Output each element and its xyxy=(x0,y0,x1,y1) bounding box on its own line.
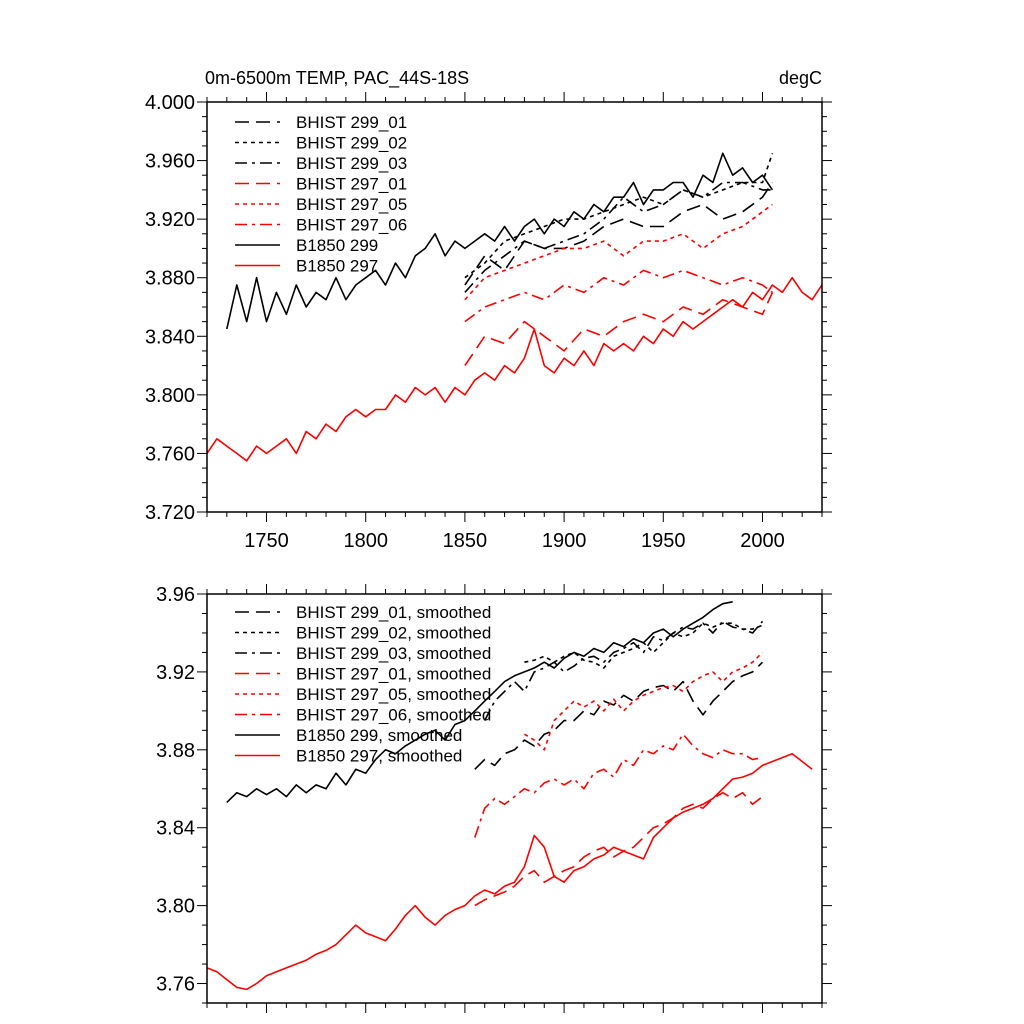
bottom-legend-label-0: BHIST 299_01, smoothed xyxy=(296,603,491,622)
bottom-legend-label-2: BHIST 299_03, smoothed xyxy=(296,644,491,663)
top-x-tick-label: 1850 xyxy=(443,530,488,552)
top-y-tick-label: 3.760 xyxy=(145,443,195,465)
bottom-y-tick-label: 3.88 xyxy=(156,740,195,762)
top-series-line-4 xyxy=(464,203,773,301)
top-series-line-0 xyxy=(464,182,774,286)
bottom-chart-legend: BHIST 299_01, smoothed BHIST 299_02, smoo… xyxy=(235,603,491,766)
top-legend-label-4: BHIST 297_05 xyxy=(296,195,407,214)
bottom-series-line-2 xyxy=(483,620,764,721)
bottom-series-line-5 xyxy=(474,733,763,838)
top-chart-title: 0m-6500m TEMP, PAC_44S-18S xyxy=(205,68,469,89)
bottom-y-tick-label: 3.84 xyxy=(156,818,195,840)
bottom-chart: 3.76 3.80 3.84 3.88 3.92 3.96 BHIST 299_01, s… xyxy=(156,584,832,1013)
bottom-legend-label-1: BHIST 299_02, smoothed xyxy=(296,624,491,643)
bottom-legend-label-6: B1850 299, smoothed xyxy=(296,726,462,745)
bottom-y-tick-label: 3.96 xyxy=(156,584,195,606)
top-y-tick-label: 3.960 xyxy=(145,151,195,173)
top-chart-series-layer xyxy=(207,152,822,462)
top-legend-label-6: B1850 299 xyxy=(296,236,378,255)
top-legend-label-0: BHIST 299_01 xyxy=(296,113,407,132)
bottom-series-line-4 xyxy=(523,651,764,751)
bottom-y-tick-label: 3.80 xyxy=(156,896,195,918)
bottom-y-tick-label: 3.92 xyxy=(156,662,195,684)
bottom-legend-label-7: B1850 297, smoothed xyxy=(296,747,462,766)
top-legend-label-2: BHIST 299_03 xyxy=(296,154,407,173)
bottom-plot-frame xyxy=(206,593,823,1004)
bottom-chart-series-layer xyxy=(207,601,813,991)
bottom-y-tick-label: 3.76 xyxy=(156,974,195,996)
top-chart: 0m-6500m TEMP, PAC_44S-18S degC 1750 1800… xyxy=(145,68,832,552)
top-y-tick-label: 3.840 xyxy=(145,326,195,348)
top-x-tick-label: 1800 xyxy=(343,530,388,552)
bottom-legend-label-5: BHIST 297_06, smoothed xyxy=(296,706,491,725)
top-legend-label-3: BHIST 297_01 xyxy=(296,175,407,194)
bottom-series-line-6 xyxy=(226,601,733,803)
top-chart-units: degC xyxy=(779,68,822,88)
top-legend-label-1: BHIST 299_02 xyxy=(296,134,407,153)
top-x-tick-label: 1950 xyxy=(641,530,686,552)
top-y-tick-label: 3.720 xyxy=(145,502,195,524)
top-series-line-3 xyxy=(464,292,774,367)
bottom-series-line-0 xyxy=(474,661,764,770)
top-chart-axes-layer: 1750 1800 1850 1900 1950 2000 3.720 3.760 3.800 3… xyxy=(145,92,832,552)
bottom-legend-label-4: BHIST 297_05, smoothed xyxy=(296,685,491,704)
top-y-tick-label: 3.880 xyxy=(145,268,195,290)
top-y-tick-label: 3.800 xyxy=(145,385,195,407)
top-y-tick-label: 3.920 xyxy=(145,209,195,231)
top-series-line-1 xyxy=(464,153,774,279)
top-series-line-6 xyxy=(226,152,774,330)
bottom-legend-label-3: BHIST 297_01, smoothed xyxy=(296,665,491,684)
bottom-chart-axes-layer: 3.76 3.80 3.84 3.88 3.92 3.96 xyxy=(156,584,832,1013)
bottom-series-line-7 xyxy=(207,752,813,991)
top-legend-label-7: B1850 297 xyxy=(296,257,378,276)
top-legend-label-5: BHIST 297_06 xyxy=(296,216,407,235)
top-x-tick-label: 2000 xyxy=(740,530,785,552)
bottom-series-line-3 xyxy=(474,791,763,907)
top-x-tick-label: 1750 xyxy=(244,530,289,552)
top-y-tick-label: 4.000 xyxy=(145,92,195,114)
top-x-tick-label: 1900 xyxy=(542,530,587,552)
top-series-line-5 xyxy=(464,269,773,323)
top-series-line-2 xyxy=(464,181,773,293)
top-series-line-7 xyxy=(207,276,822,462)
